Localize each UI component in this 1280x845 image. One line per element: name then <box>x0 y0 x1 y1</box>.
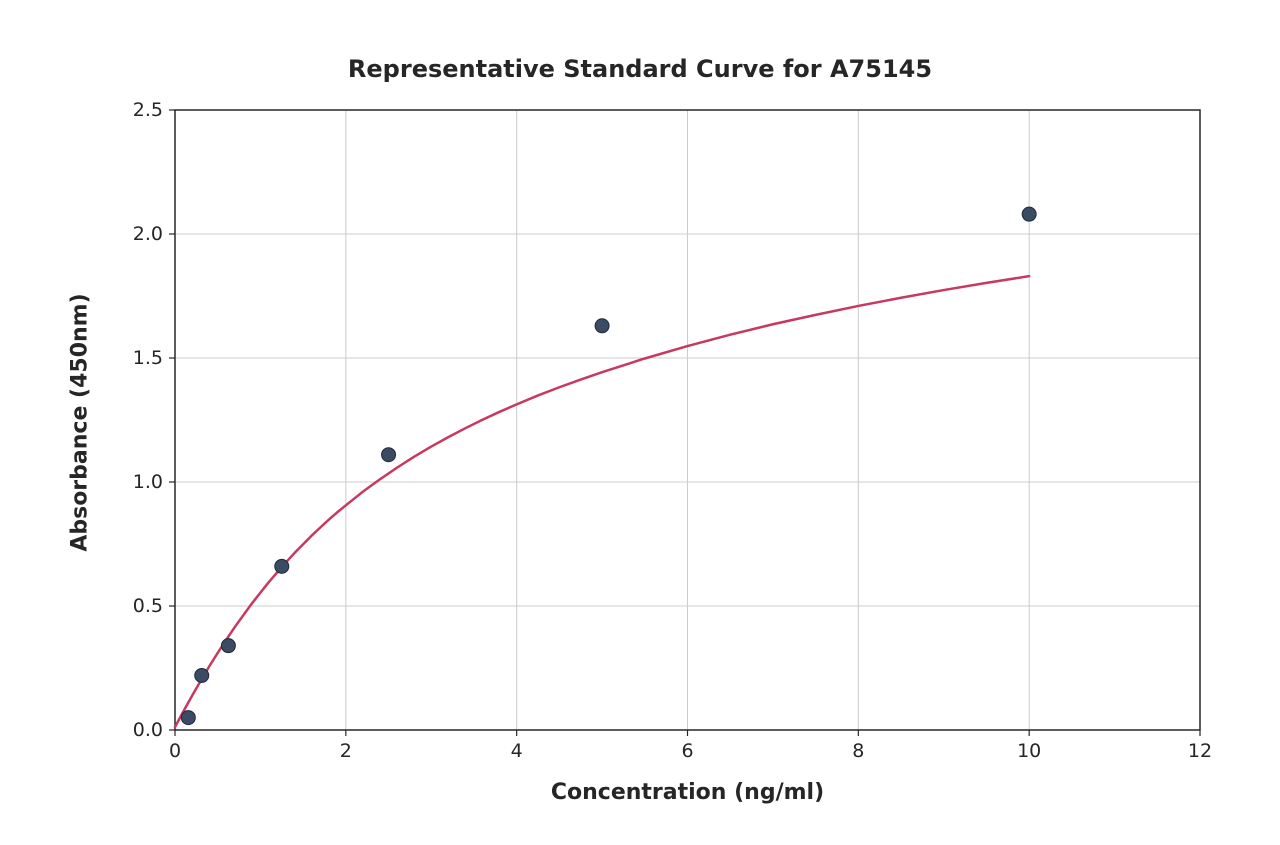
data-point <box>181 711 195 725</box>
xtick-label: 4 <box>511 740 523 762</box>
chart-svg <box>0 0 1280 845</box>
chart-container: Representative Standard Curve for A75145… <box>0 0 1280 845</box>
data-point <box>1022 207 1036 221</box>
xtick-label: 12 <box>1188 740 1212 762</box>
xtick-label: 10 <box>1017 740 1041 762</box>
xtick-label: 0 <box>169 740 181 762</box>
ytick-label: 1.0 <box>133 471 163 493</box>
data-point <box>595 319 609 333</box>
xtick-label: 8 <box>852 740 864 762</box>
data-point <box>275 559 289 573</box>
ytick-label: 0.0 <box>133 719 163 741</box>
data-point <box>195 668 209 682</box>
ytick-label: 1.5 <box>133 347 163 369</box>
ytick-label: 0.5 <box>133 595 163 617</box>
data-point <box>382 448 396 462</box>
xtick-label: 2 <box>340 740 352 762</box>
data-point <box>221 639 235 653</box>
fitted-curve <box>175 276 1029 727</box>
ytick-label: 2.5 <box>133 99 163 121</box>
ytick-label: 2.0 <box>133 223 163 245</box>
xtick-label: 6 <box>681 740 693 762</box>
